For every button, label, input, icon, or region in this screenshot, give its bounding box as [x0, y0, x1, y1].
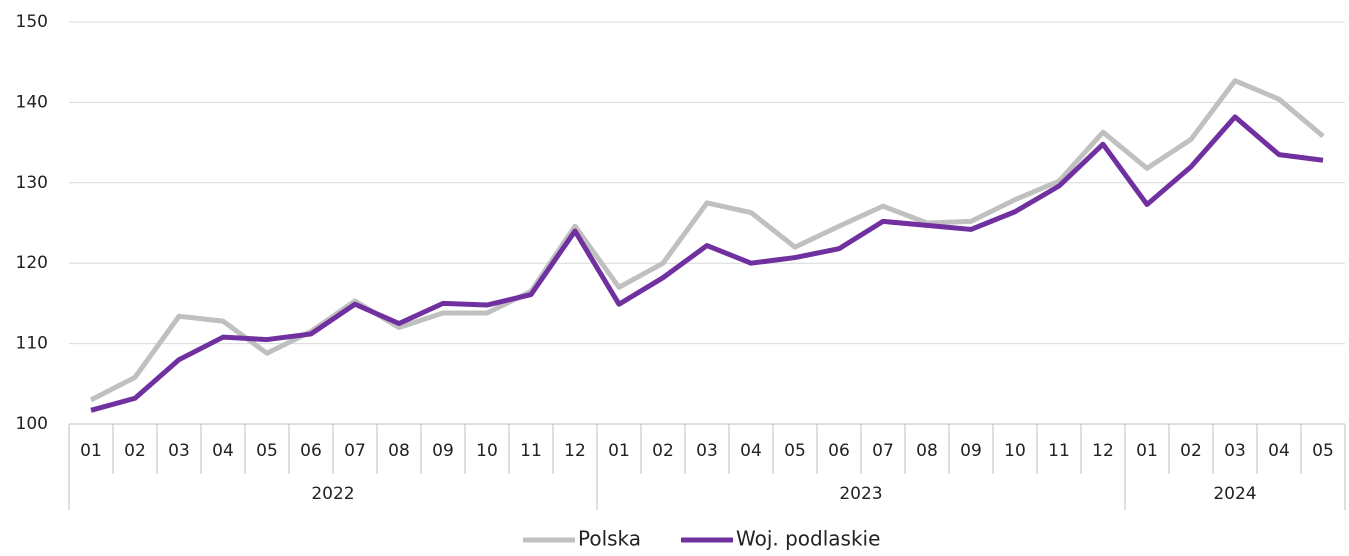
y-tick-label: 150	[16, 12, 48, 32]
x-tick-label: 11	[1048, 441, 1070, 461]
x-group-label: 2024	[1213, 484, 1256, 504]
x-tick-label: 03	[168, 441, 190, 461]
x-group-label: 2023	[839, 484, 882, 504]
x-tick-label: 07	[344, 441, 366, 461]
x-tick-label: 10	[1004, 441, 1026, 461]
x-tick-label: 05	[256, 441, 278, 461]
x-tick-label: 08	[916, 441, 938, 461]
y-tick-label: 140	[16, 92, 48, 112]
y-tick-label: 110	[16, 334, 48, 354]
x-tick-label: 08	[388, 441, 410, 461]
x-tick-label: 03	[1224, 441, 1246, 461]
y-tick-label: 100	[16, 414, 48, 434]
x-tick-label: 04	[1268, 441, 1290, 461]
x-group-label: 2022	[311, 484, 354, 504]
x-tick-label: 10	[476, 441, 498, 461]
x-tick-label: 07	[872, 441, 894, 461]
x-tick-label: 01	[1136, 441, 1158, 461]
x-tick-label: 01	[80, 441, 102, 461]
x-tick-label: 05	[784, 441, 806, 461]
x-tick-label: 02	[652, 441, 674, 461]
series-line	[90, 114, 1324, 413]
x-tick-label: 04	[740, 441, 762, 461]
legend-label: Woj. podlaskie	[736, 527, 880, 551]
y-tick-label: 120	[16, 253, 48, 273]
x-tick-label: 04	[212, 441, 234, 461]
series-line	[89, 78, 1325, 403]
legend-label: Polska	[578, 527, 641, 551]
x-tick-label: 01	[608, 441, 630, 461]
x-tick-label: 11	[520, 441, 542, 461]
x-tick-label: 09	[432, 441, 454, 461]
x-tick-label: 03	[696, 441, 718, 461]
x-tick-label: 09	[960, 441, 982, 461]
x-tick-label: 12	[564, 441, 586, 461]
y-tick-label: 130	[16, 173, 48, 193]
x-tick-label: 02	[124, 441, 146, 461]
x-tick-label: 05	[1312, 441, 1334, 461]
x-tick-label: 06	[300, 441, 322, 461]
x-tick-label: 02	[1180, 441, 1202, 461]
x-tick-label: 12	[1092, 441, 1114, 461]
x-tick-label: 06	[828, 441, 850, 461]
